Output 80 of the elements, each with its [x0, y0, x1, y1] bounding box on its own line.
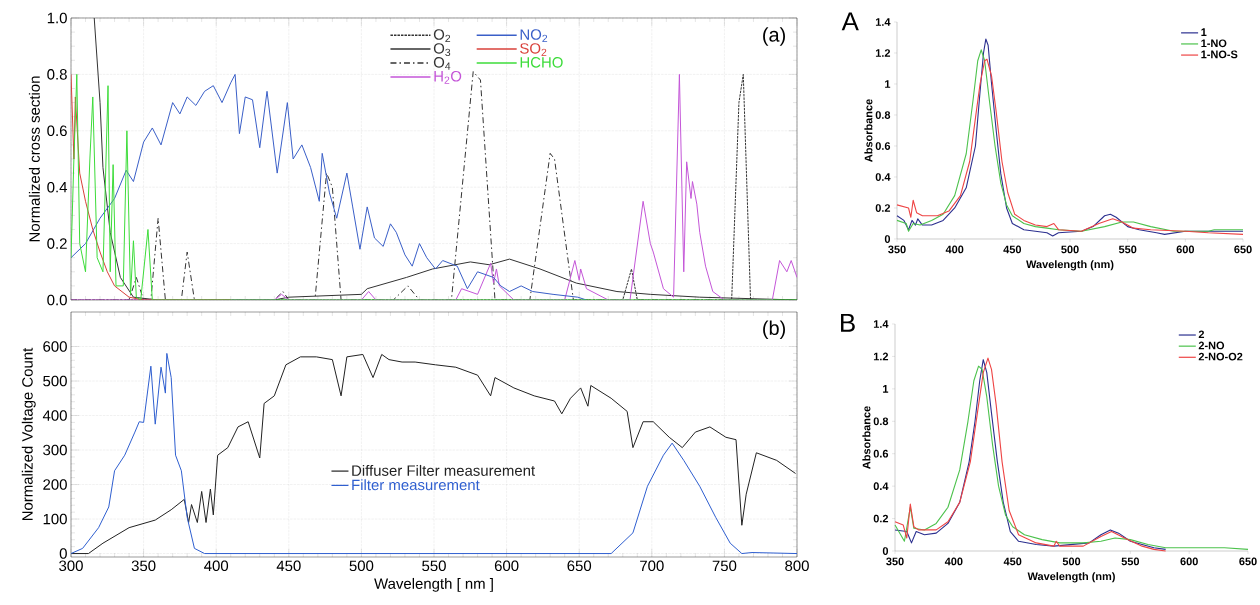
- legend-label: H$_{2}$O: [434, 70, 462, 84]
- y-tick-label: 0.2: [47, 238, 67, 249]
- y-tick-label: 300: [43, 444, 67, 456]
- legend-label: Filter measurement: [352, 479, 480, 491]
- x-tick-label: 400: [204, 560, 229, 572]
- y-tick-label: 1.2: [873, 352, 889, 361]
- x-tick-label: 350: [888, 245, 906, 254]
- y-tick-label: 0.4: [47, 181, 68, 193]
- y-axis-title: Absorbance: [862, 406, 871, 469]
- x-tick-label: 650: [567, 560, 592, 572]
- x-tick-label: 800: [785, 560, 809, 572]
- legend-label: O$_{4}$: [433, 57, 451, 70]
- legend-label: SO$_{2}$: [520, 43, 547, 56]
- y-tick-label: 400: [42, 410, 67, 421]
- y-tick-label: 0.8: [875, 111, 891, 119]
- text: A: [841, 12, 859, 31]
- y-tick-label: 0.4: [873, 482, 889, 491]
- y-tick-label: 0: [59, 548, 67, 559]
- x-tick-label: 350: [886, 557, 904, 566]
- x-axis-title: Wavelength (nm): [1027, 572, 1115, 583]
- y-tick-label: 0: [882, 547, 889, 555]
- legend-label: 2-NO-O2: [1198, 352, 1243, 361]
- x-tick-label: 450: [1003, 557, 1022, 566]
- legend-label: 1-NO-S: [1201, 50, 1238, 59]
- annotation: (a): [763, 27, 785, 46]
- y-axis-title: Normalized cross section: [28, 76, 40, 242]
- y-tick-label: 1.4: [873, 320, 889, 328]
- y-tick-label: 0.6: [875, 142, 891, 150]
- y-tick-label: 0.6: [873, 449, 889, 458]
- y-tick-label: 0.4: [875, 173, 891, 181]
- y-tick-label: 600: [43, 341, 67, 352]
- legend-label: 2: [1198, 330, 1205, 339]
- y-tick-label: 0: [884, 235, 891, 243]
- x-axis-title: Wavelength [ nm ]: [374, 577, 493, 592]
- x-axis-title: Wavelength (nm): [1026, 260, 1114, 271]
- x-tick-label: 600: [1180, 557, 1198, 566]
- x-tick-label: 500: [1062, 557, 1081, 566]
- x-tick-label: 300: [59, 560, 83, 572]
- legend-label: HCHO: [520, 57, 563, 68]
- y-tick-label: 0.2: [875, 204, 891, 212]
- y-tick-label: 1.2: [875, 49, 891, 57]
- x-tick-label: 500: [1061, 245, 1079, 254]
- legend-label: O$_{2}$: [433, 29, 451, 43]
- y-tick-label: 500: [43, 375, 67, 387]
- x-tick-label: 450: [276, 560, 301, 572]
- legend-label: 1: [1201, 28, 1207, 36]
- x-tick-label: 400: [945, 245, 964, 254]
- x-tick-label: 650: [1239, 557, 1257, 566]
- y-tick-label: 0.2: [873, 514, 889, 523]
- y-tick-label: 0.6: [47, 125, 67, 137]
- y-tick-label: 1: [883, 385, 889, 393]
- x-tick-label: 450: [1003, 245, 1022, 254]
- y-axis-title: Absorbance: [864, 99, 873, 162]
- y-tick-label: 0.8: [47, 69, 67, 80]
- x-tick-label: 550: [422, 560, 446, 572]
- legend-label: 1-NO: [1201, 39, 1227, 48]
- annotation: (b): [763, 320, 785, 339]
- x-tick-label: 600: [494, 560, 519, 572]
- x-tick-label: 750: [712, 560, 737, 572]
- x-tick-label: 400: [944, 557, 963, 566]
- x-tick-label: 550: [1121, 557, 1140, 566]
- x-tick-label: 550: [1118, 245, 1137, 254]
- y-tick-label: 1.0: [47, 12, 67, 24]
- y-tick-label: 200: [43, 479, 67, 490]
- y-tick-label: 0.8: [873, 417, 889, 426]
- y-axis-title: Normalized Voltage Count: [21, 347, 36, 521]
- legend-label: Diffuser Filter measurement: [352, 464, 536, 476]
- x-tick-label: 350: [131, 560, 156, 572]
- y-tick-label: 100: [43, 513, 67, 525]
- y-tick-label: 1.4: [875, 18, 891, 26]
- legend-label: NO$_{2}$: [520, 29, 548, 43]
- y-tick-label: 0.0: [47, 294, 67, 306]
- x-tick-label: 600: [1176, 245, 1195, 254]
- legend-label: 2-NO: [1198, 341, 1225, 350]
- y-tick-label: 1: [885, 80, 891, 88]
- x-tick-label: 650: [1234, 245, 1252, 254]
- x-tick-label: 500: [349, 560, 374, 572]
- text: B: [841, 313, 855, 332]
- legend-label: O$_{3}$: [433, 43, 451, 57]
- x-tick-label: 700: [640, 560, 664, 572]
